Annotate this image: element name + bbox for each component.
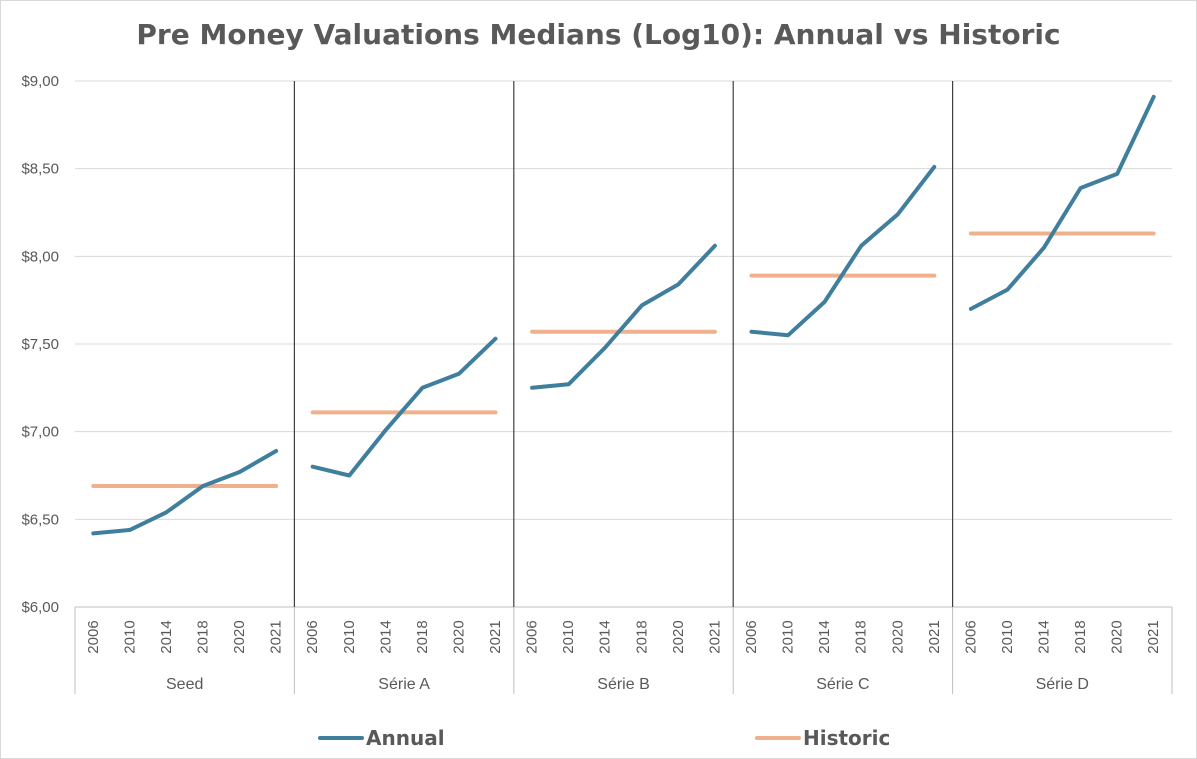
group-label: Série A bbox=[378, 676, 430, 693]
group-label: Seed bbox=[166, 676, 203, 693]
x-tick-label: 2014 bbox=[597, 620, 614, 653]
x-tick-label: 2018 bbox=[414, 620, 431, 653]
annual-series-line bbox=[91, 449, 279, 536]
x-tick-label: 2020 bbox=[1109, 620, 1126, 653]
y-tick-label: $6,50 bbox=[21, 511, 59, 528]
y-tick-label: $8,00 bbox=[21, 248, 59, 265]
x-tick-label: 2006 bbox=[304, 620, 321, 653]
annual-series-line bbox=[530, 243, 717, 390]
x-tick-label: 2020 bbox=[450, 620, 467, 653]
x-tick-label: 2010 bbox=[999, 620, 1016, 653]
x-tick-label: 2006 bbox=[85, 620, 102, 653]
x-tick-label: 2020 bbox=[889, 620, 906, 653]
x-tick-label: 2018 bbox=[633, 620, 650, 653]
x-tick-label: 2021 bbox=[487, 620, 504, 653]
x-tick-label: 2010 bbox=[341, 620, 358, 653]
x-tick-label: 2014 bbox=[816, 620, 833, 653]
x-tick-label: 2010 bbox=[780, 620, 797, 653]
annual-series-line bbox=[749, 164, 937, 338]
x-tick-label: 2014 bbox=[158, 620, 175, 653]
group-label: Série D bbox=[1036, 676, 1089, 693]
x-tick-label: 2021 bbox=[268, 620, 285, 653]
legend-label-annual: Annual bbox=[366, 726, 445, 750]
x-tick-label: 2006 bbox=[743, 620, 760, 653]
annual-series-line bbox=[310, 336, 498, 478]
x-tick-label: 2006 bbox=[962, 620, 979, 653]
x-tick-label: 2020 bbox=[231, 620, 248, 653]
chart-title: Pre Money Valuations Medians (Log10): An… bbox=[136, 18, 1061, 51]
group-label: Série C bbox=[816, 676, 869, 693]
group-label: Série B bbox=[597, 676, 649, 693]
x-tick-label: 2021 bbox=[706, 620, 723, 653]
x-tick-label: 2014 bbox=[1036, 620, 1053, 653]
y-tick-label: $7,50 bbox=[21, 336, 59, 353]
x-tick-label: 2010 bbox=[560, 620, 577, 653]
y-tick-label: $8,50 bbox=[21, 161, 59, 178]
x-tick-label: 2006 bbox=[524, 620, 541, 653]
y-tick-label: $9,00 bbox=[21, 73, 59, 90]
x-tick-label: 2021 bbox=[1145, 620, 1162, 653]
x-tick-label: 2018 bbox=[1072, 620, 1089, 653]
y-tick-label: $6,00 bbox=[21, 599, 59, 616]
annual-series-line bbox=[968, 94, 1156, 311]
legend-label-historic: Historic bbox=[803, 726, 890, 750]
x-tick-label: 2018 bbox=[194, 620, 211, 653]
x-tick-label: 2021 bbox=[926, 620, 943, 653]
x-tick-label: 2010 bbox=[121, 620, 138, 653]
y-tick-label: $7,00 bbox=[21, 424, 59, 441]
x-tick-label: 2018 bbox=[853, 620, 870, 653]
x-tick-label: 2020 bbox=[670, 620, 687, 653]
x-tick-label: 2014 bbox=[377, 620, 394, 653]
